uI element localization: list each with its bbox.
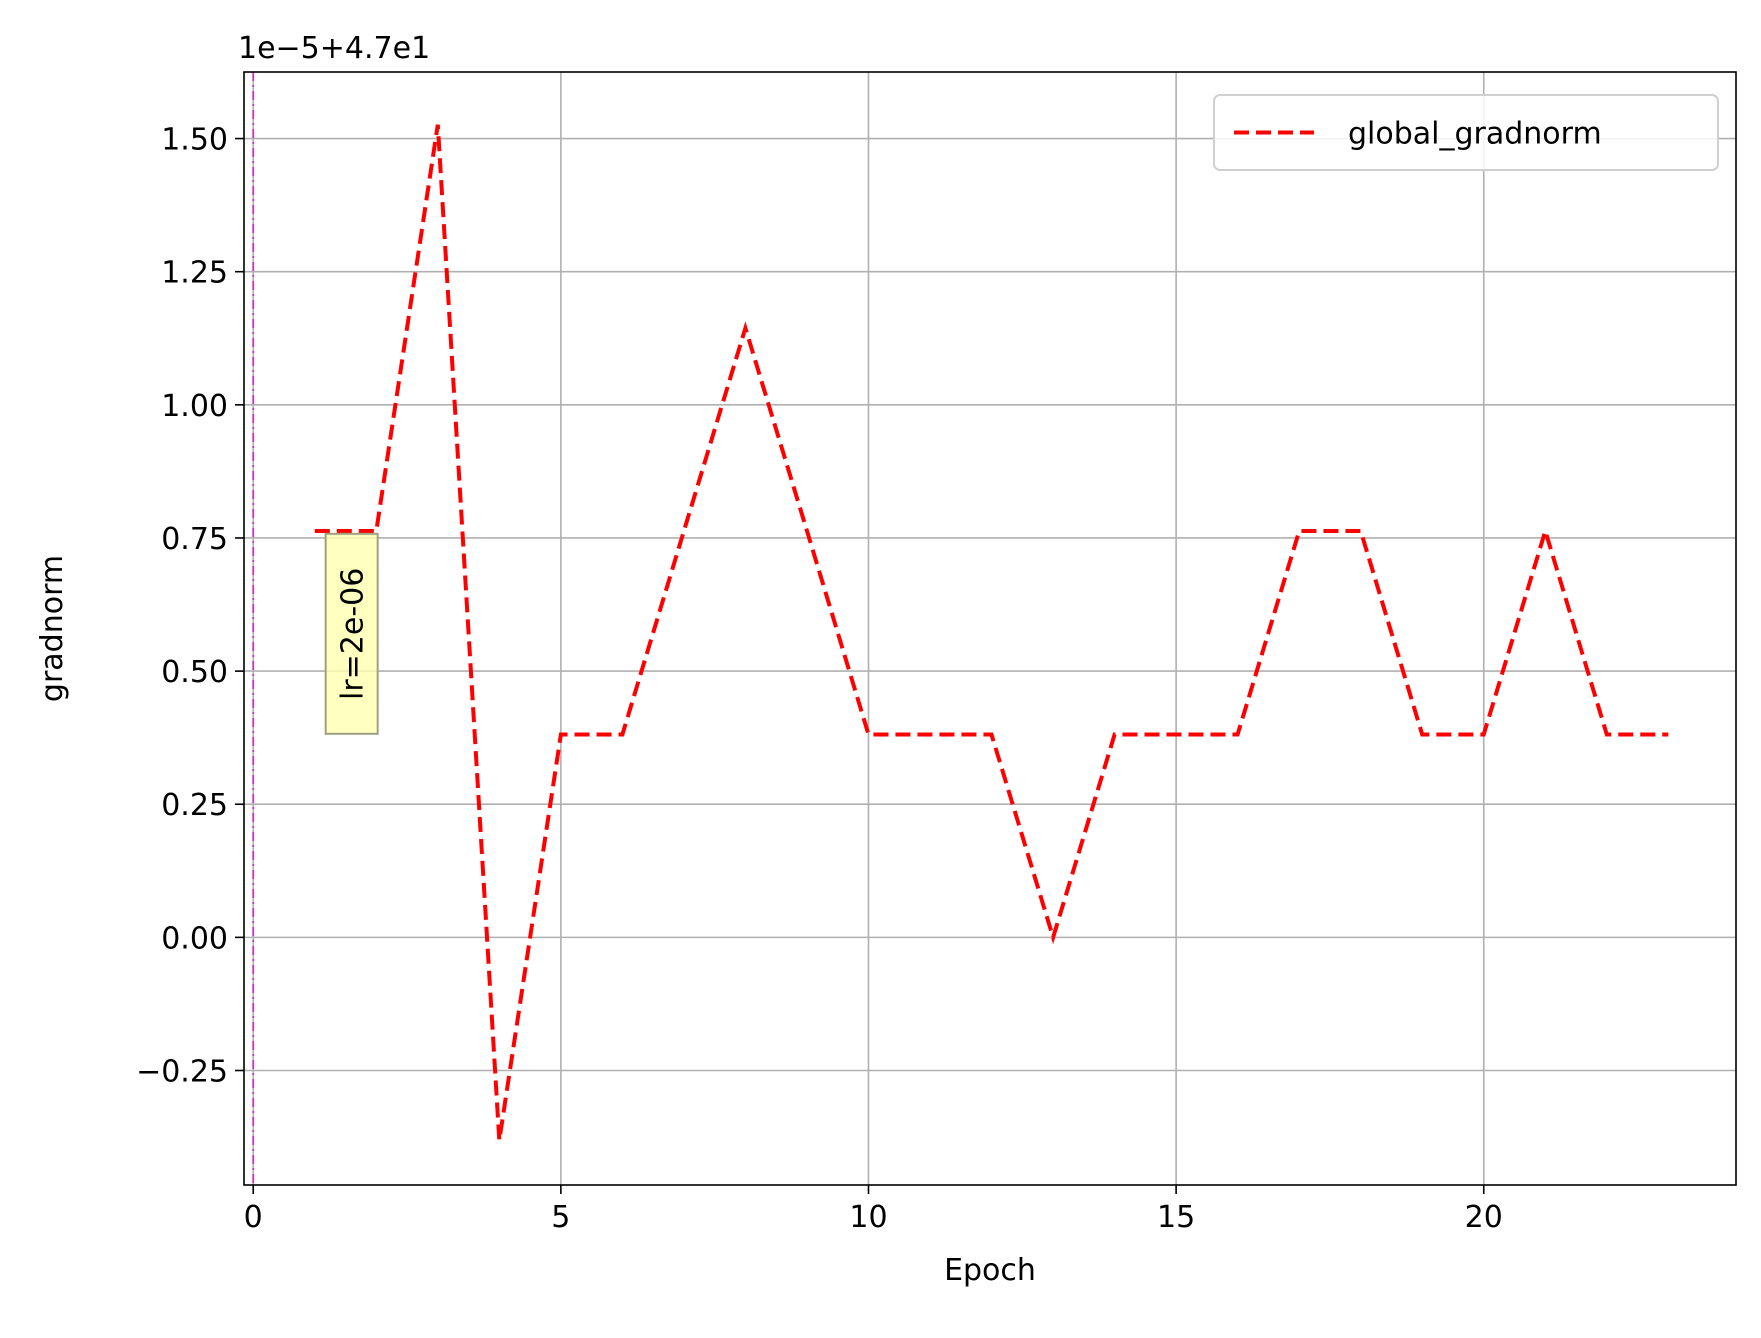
y-tick-label: 0.50	[161, 655, 228, 690]
x-tick-label: 15	[1157, 1200, 1195, 1235]
y-axis-ticks: −0.25 0.00 0.25 0.50 0.75 1.00 1.25 1.50	[136, 123, 244, 1090]
annotation-text: lr=2e-06	[336, 568, 371, 700]
legend: global_gradnorm	[1213, 94, 1719, 171]
y-tick-label: 0.00	[161, 921, 228, 956]
axes-frame	[243, 71, 1737, 1186]
y-tick-label: 1.50	[161, 123, 228, 158]
legend-box	[1213, 94, 1719, 171]
y-tick-label: 1.00	[161, 389, 228, 424]
series-line-global_gradnorm	[314, 124, 1669, 1141]
lr-annotation: lr=2e-06	[324, 532, 379, 735]
x-axis-label: Epoch	[944, 1253, 1036, 1288]
y-tick-label: −0.25	[136, 1055, 228, 1090]
annotation-box	[324, 532, 379, 735]
plot-area	[252, 72, 1669, 1185]
x-tick-label: 10	[849, 1200, 887, 1235]
x-tick-label: 0	[244, 1200, 263, 1235]
y-tick-label: 0.75	[161, 522, 228, 557]
legend-label: global_gradnorm	[1348, 117, 1602, 152]
y-tick-label: 0.25	[161, 788, 228, 823]
y-tick-label: 1.25	[161, 256, 228, 291]
y-offset-label: 1e−5+4.7e1	[238, 31, 430, 66]
x-tick-label: 5	[551, 1200, 570, 1235]
y-axis-label: gradnorm	[35, 555, 70, 702]
x-axis-ticks: 0 5 10 15 20	[244, 1185, 1503, 1235]
x-tick-label: 20	[1465, 1200, 1503, 1235]
